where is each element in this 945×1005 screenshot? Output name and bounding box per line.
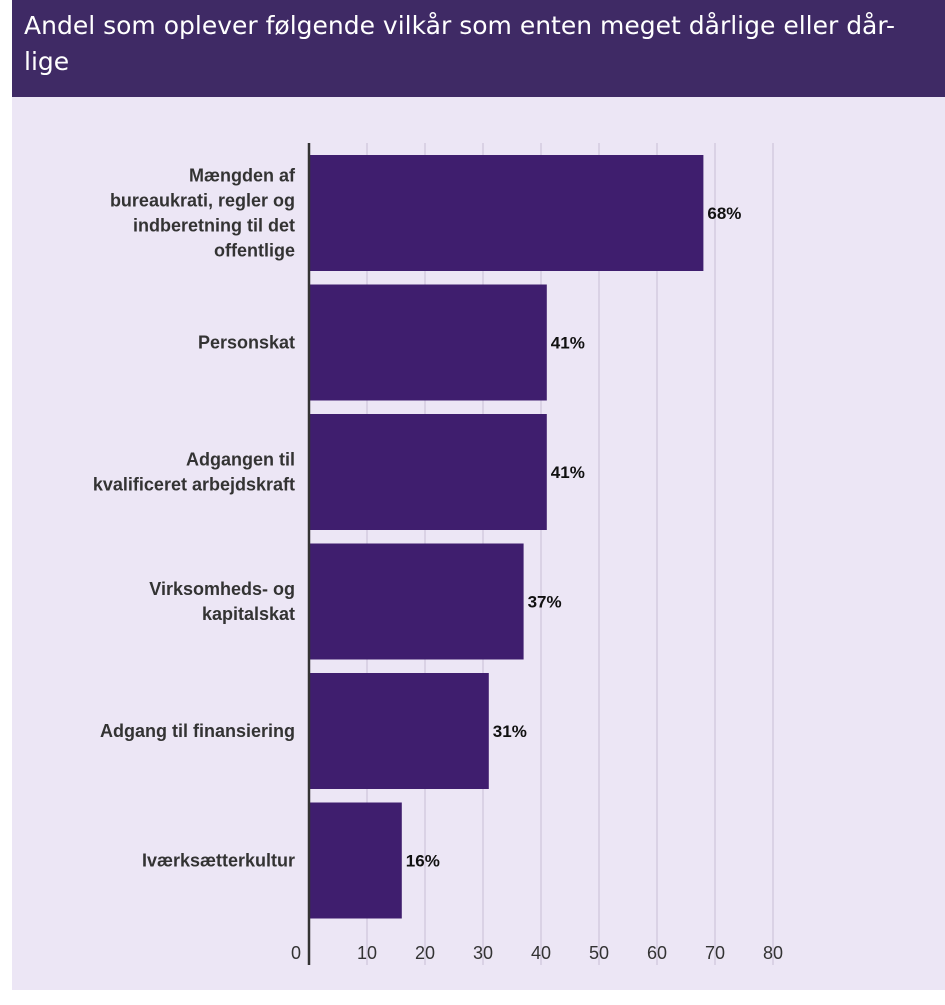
bar: [309, 155, 704, 271]
category-label: Personskat: [198, 333, 295, 353]
category-label: Adgang til finansiering: [100, 721, 295, 741]
category-label: Iværksætterkultur: [142, 851, 295, 871]
x-tick-label: 40: [531, 943, 551, 963]
x-tick-label: 20: [415, 943, 435, 963]
category-label: Mængden af bureaukrati, regler og indberet…: [110, 166, 296, 261]
category-label-line: Adgang til finansiering: [100, 721, 295, 741]
bottom-strip: [12, 990, 945, 1005]
bar: [309, 284, 547, 401]
category-label-line: Personskat: [198, 333, 295, 353]
value-label: 68%: [707, 204, 741, 223]
x-tick-label: 60: [647, 943, 667, 963]
bar: [309, 802, 402, 919]
category-label-line: Adgangen til: [186, 450, 295, 470]
x-tick-label: 10: [357, 943, 377, 963]
value-label: 37%: [528, 593, 562, 612]
chart-title-line-1: Andel som oplever følgende vilkår som en…: [24, 11, 896, 40]
category-label-line: kvalificeret arbejdskraft: [93, 475, 295, 495]
category-label-line: bureaukrati, regler og: [110, 191, 295, 211]
bar: [309, 543, 524, 660]
chart-title-line-2: lige: [24, 47, 70, 76]
x-tick-label: 0: [291, 943, 301, 963]
category-label: Adgangen til kvalificeret arbejdskraft: [93, 450, 295, 495]
bar-chart: 68% Mængden af bureaukrati, regler og indbe…: [93, 143, 783, 965]
value-label: 41%: [551, 334, 585, 353]
value-label: 16%: [406, 852, 440, 871]
category-label: Virksomheds- og kapitalskat: [149, 579, 295, 624]
value-label: 31%: [493, 722, 527, 741]
category-label-line: Virksomheds- og: [149, 579, 295, 599]
category-label-line: indberetning til det: [133, 216, 295, 236]
bar: [309, 673, 489, 789]
category-label-line: offentlige: [214, 241, 295, 261]
x-tick-label: 30: [473, 943, 493, 963]
category-label-line: kapitalskat: [202, 604, 295, 624]
category-label-line: Iværksætterkultur: [142, 851, 295, 871]
x-tick-label: 80: [763, 943, 783, 963]
value-label: 41%: [551, 463, 585, 482]
title-bar: Andel som oplever følgende vilkår som en…: [12, 0, 945, 97]
x-tick-label: 70: [705, 943, 725, 963]
chart-card: Andel som oplever følgende vilkår som en…: [12, 0, 945, 1005]
x-tick-label: 50: [589, 943, 609, 963]
chart-title: Andel som oplever følgende vilkår som en…: [24, 8, 934, 80]
bar: [309, 414, 547, 530]
category-label-line: Mængden af: [189, 166, 296, 186]
